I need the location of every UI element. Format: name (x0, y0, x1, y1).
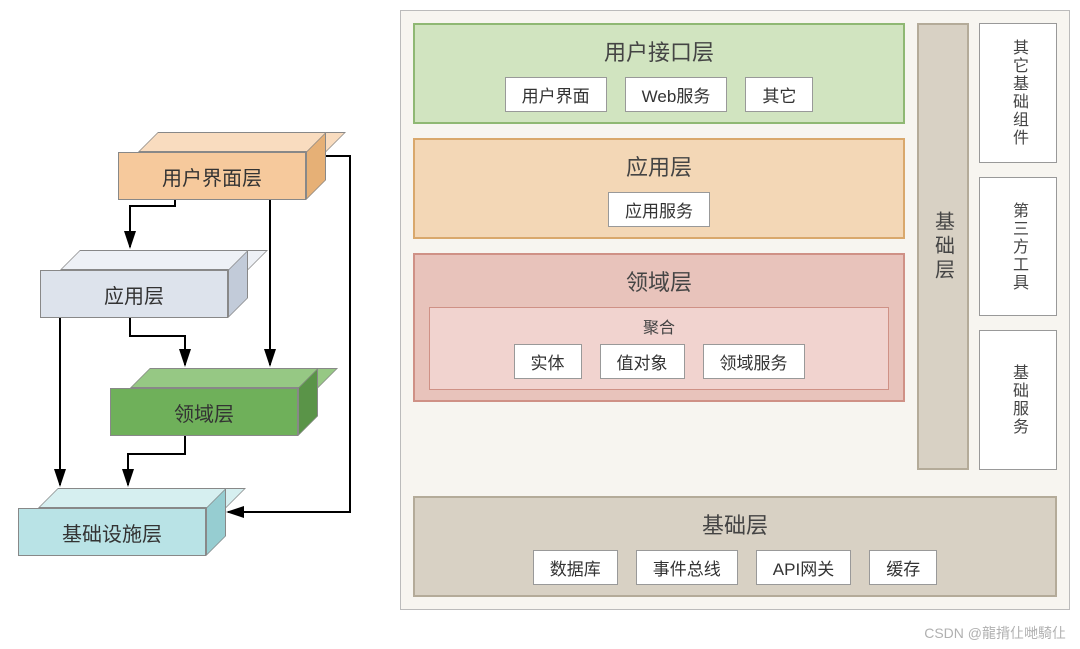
side-sub-column: 其它基础组件第三方工具基础服务 (979, 23, 1057, 470)
subgroup-title: 聚合 (440, 314, 878, 338)
block-infra: 基础设施层 (18, 488, 226, 556)
side-layer-title-box: 基础层 (917, 23, 969, 470)
block-ui: 用户界面层 (118, 132, 326, 200)
block-domain: 领域层 (110, 368, 318, 436)
item-box: 用户界面 (505, 77, 607, 112)
item-box: 数据库 (533, 550, 618, 585)
layer-title-domain: 领域层 (429, 265, 889, 297)
item-box: 缓存 (869, 550, 937, 585)
item-box: 实体 (514, 344, 582, 379)
item-box: 领域服务 (703, 344, 805, 379)
right-side-column: 基础层其它基础组件第三方工具基础服务 (917, 23, 1057, 470)
block-label-infra: 基础设施层 (18, 508, 206, 556)
side-layer-title: 基础层 (929, 211, 958, 283)
item-box: 事件总线 (636, 550, 738, 585)
item-box: 应用服务 (608, 192, 710, 227)
block-label-domain: 领域层 (110, 388, 298, 436)
watermark-text: CSDN @龍揹仩哋騎仩 (924, 623, 1066, 643)
left-3d-flowchart: 用户界面层应用层领域层基础设施层 (10, 10, 380, 610)
layer-title-application: 应用层 (429, 150, 889, 182)
item-box: Web服务 (625, 77, 728, 112)
block-app: 应用层 (40, 250, 248, 318)
layer-title-user_interface: 用户接口层 (429, 35, 889, 67)
subgroup-aggregate: 聚合实体值对象领域服务 (429, 307, 889, 390)
right-layered-diagram: 用户接口层用户界面Web服务其它应用层应用服务领域层聚合实体值对象领域服务基础层… (400, 10, 1070, 610)
layer-infrastructure_bottom: 基础层数据库事件总线 API网关缓存 (413, 496, 1057, 597)
layer-user_interface: 用户接口层用户界面 Web服务其它 (413, 23, 905, 124)
right-main-column: 用户接口层用户界面 Web服务其它应用层应用服务领域层聚合实体值对象领域服务 (413, 23, 905, 470)
block-label-app: 应用层 (40, 270, 228, 318)
layer-title-infrastructure_bottom: 基础层 (429, 508, 1041, 540)
item-box: API网关 (756, 550, 851, 585)
item-box: 值对象 (600, 344, 685, 379)
layer-domain: 领域层聚合实体值对象领域服务 (413, 253, 905, 402)
side-sub-item: 基础服务 (979, 330, 1057, 470)
block-label-ui: 用户界面层 (118, 152, 306, 200)
side-sub-item: 第三方工具 (979, 177, 1057, 317)
layer-application: 应用层应用服务 (413, 138, 905, 239)
item-box: 其它 (745, 77, 813, 112)
side-sub-item: 其它基础组件 (979, 23, 1057, 163)
